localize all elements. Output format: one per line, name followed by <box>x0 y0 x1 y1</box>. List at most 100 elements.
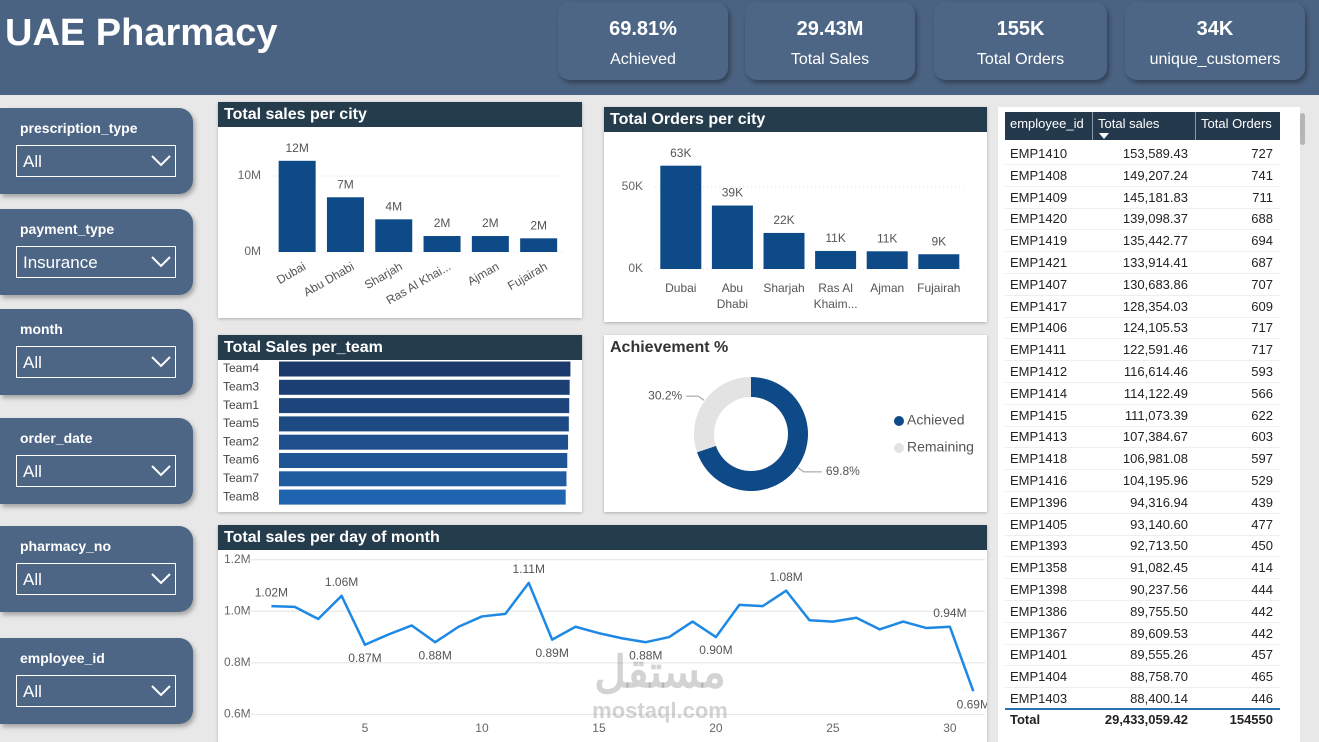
kpi-value: 69.81% <box>609 18 677 40</box>
chart-panel: Achievement % 69.8% Achieved 30.2% Remaining <box>604 335 987 512</box>
chart-title: Achievement % <box>610 339 729 356</box>
chevron-icon <box>151 356 171 368</box>
slicer-dropdown[interactable]: All <box>16 455 176 487</box>
y-tick-label: Team1 <box>223 398 259 412</box>
table-cell: 91,082.45 <box>1130 560 1188 576</box>
donut-slice <box>697 377 808 491</box>
row-divider <box>1005 338 1280 340</box>
table-header-row <box>1005 112 1280 140</box>
kpi-label: Achieved <box>610 51 676 68</box>
data-label: 9K <box>931 234 946 248</box>
total-divider <box>1005 708 1280 710</box>
table-cell: 89,609.53 <box>1130 625 1188 641</box>
table-cell: 442 <box>1251 625 1273 641</box>
slicer-value: All <box>23 570 42 589</box>
label-line: Dubai <box>665 281 696 295</box>
table-cell: EMP1411 <box>1010 342 1067 358</box>
legend-label: Achieved <box>907 412 965 428</box>
column-header[interactable]: Total Orders <box>1201 116 1272 131</box>
legend-marker <box>894 416 904 426</box>
column-header[interactable]: employee_id <box>1010 116 1084 131</box>
y-tick-label: 50K <box>622 179 643 193</box>
table-cell: EMP1403 <box>1010 691 1068 706</box>
chart-panel: Total sales per day of month 0.6M 0.8M 1.0M… <box>218 525 987 742</box>
slicer-value: All <box>23 682 42 701</box>
slicer-dropdown[interactable]: All <box>16 563 176 595</box>
table-cell: 593 <box>1251 364 1273 379</box>
kpi-label: unique_customers <box>1149 51 1281 68</box>
bar <box>279 361 571 377</box>
x-tick-label: 5 <box>362 721 369 735</box>
slicer-dropdown[interactable]: Insurance <box>16 246 176 278</box>
data-label: 69.8% <box>826 464 860 478</box>
slicer-dropdown[interactable]: All <box>16 675 176 707</box>
table-cell: EMP1396 <box>1010 494 1068 510</box>
x-tick-label: 10 <box>475 721 489 735</box>
slicer-dropdown[interactable]: All <box>16 346 176 378</box>
table-cell: 694 <box>1251 233 1273 249</box>
slicer-label: employee_id <box>20 650 105 666</box>
table-cell: 450 <box>1251 538 1273 554</box>
table-cell: 442 <box>1251 603 1273 619</box>
x-tick-label: Dubai <box>274 259 308 287</box>
table-cell: 88,400.14 <box>1130 691 1188 706</box>
row-divider <box>1005 251 1280 253</box>
slicer-dropdown[interactable]: All <box>16 145 176 177</box>
slicer-value: All <box>23 353 42 372</box>
sort-arrow <box>1099 133 1109 139</box>
table-cell: 446 <box>1251 691 1273 706</box>
column-header[interactable]: Total sales <box>1098 116 1160 131</box>
data-label: 63K <box>670 146 691 160</box>
chevron <box>151 256 171 268</box>
bar <box>278 160 316 252</box>
x-tick-label: Ras Al Khaim... <box>814 281 858 311</box>
bar <box>471 236 509 252</box>
slicer-label: order_date <box>20 430 93 446</box>
bar <box>279 434 569 450</box>
table-cell: 130,683.86 <box>1122 276 1188 292</box>
row-divider <box>1005 687 1280 689</box>
bar <box>918 254 960 269</box>
data-label: 1.02M <box>255 585 288 599</box>
y-tick-label: 1.0M <box>224 603 251 617</box>
table-cell: EMP1413 <box>1010 429 1068 445</box>
chart: Team4 Team3 Team1 Team5 Team2 Team6 Team7 Team8 <box>223 361 571 505</box>
chevron <box>151 573 171 585</box>
row-divider <box>1005 578 1280 580</box>
kpi-value: 155K <box>996 18 1045 40</box>
bar <box>279 416 569 432</box>
row-divider <box>1005 447 1280 449</box>
slicer-card: month All <box>0 309 193 395</box>
data-label: 7M <box>337 177 354 191</box>
x-tick-label: Ajman <box>465 259 501 288</box>
chart-title: Total sales per day of month <box>218 525 987 550</box>
table-cell: 444 <box>1251 582 1273 597</box>
row-divider <box>1005 425 1280 427</box>
table-cell: 139,098.37 <box>1122 211 1188 227</box>
page-title: UAE Pharmacy <box>5 12 278 54</box>
bar <box>279 379 570 395</box>
x-tick-label: 30 <box>943 721 957 735</box>
x-tick-label: 25 <box>826 721 840 735</box>
slicer-value: All <box>23 152 42 171</box>
slicer-label: month <box>20 321 63 337</box>
table-cell: EMP1405 <box>1010 516 1068 532</box>
bar <box>520 238 558 252</box>
kpi-card: 69.81% Achieved <box>558 2 728 80</box>
label-line: Khaim... <box>814 297 858 311</box>
table-cell: EMP1415 <box>1010 407 1068 423</box>
y-tick-label: 0.8M <box>224 655 251 669</box>
table-cell: EMP1398 <box>1010 582 1068 597</box>
table-cell: 94,316.94 <box>1130 494 1188 510</box>
bar <box>279 489 566 505</box>
data-label: 39K <box>722 186 743 200</box>
y-tick-label: 0M <box>244 244 261 258</box>
table-cell: EMP1409 <box>1010 189 1068 205</box>
table-cell: 114,122.49 <box>1123 385 1188 401</box>
slicer-card: employee_id All <box>0 638 193 724</box>
table-cell: 687 <box>1251 255 1273 270</box>
table-cell: 133,914.41 <box>1122 255 1188 270</box>
y-tick-label: Team5 <box>223 416 259 430</box>
table-cell: EMP1421 <box>1010 255 1068 270</box>
